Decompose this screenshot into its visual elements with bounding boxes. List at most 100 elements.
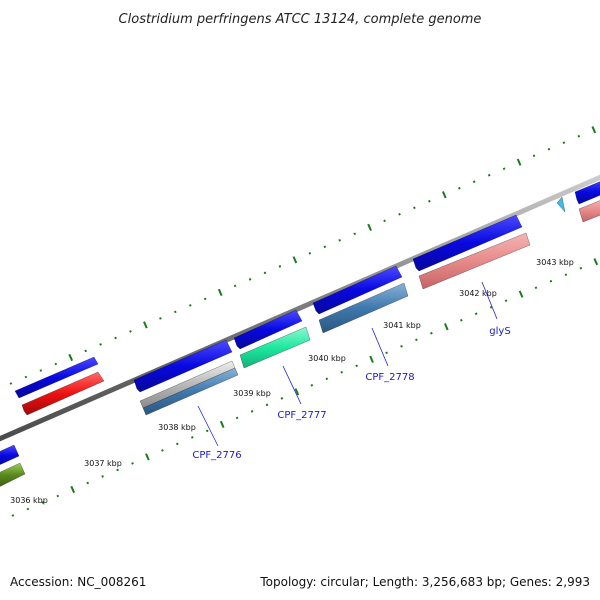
label-leader-line <box>481 281 498 320</box>
steel-gene-feature[interactable] <box>318 282 409 334</box>
minor-tick <box>203 297 207 301</box>
ruler-label-3037: 3037 kbp <box>84 459 122 468</box>
major-tick <box>593 258 599 266</box>
outer-tick-ring <box>9 126 597 385</box>
minor-tick <box>562 141 566 145</box>
label-leader-line <box>197 405 219 447</box>
forward-cds-arrow[interactable] <box>412 214 523 272</box>
ruler-label-3043: 3043 kbp <box>536 258 574 267</box>
minor-tick <box>353 232 357 236</box>
minor-tick <box>340 370 344 374</box>
minor-tick <box>188 304 192 307</box>
gene-label-glys[interactable]: glyS <box>489 326 510 337</box>
major-tick <box>292 256 298 264</box>
minor-tick <box>84 349 88 353</box>
minor-tick <box>86 481 90 485</box>
minor-tick <box>278 265 282 268</box>
cyan-gene-feature[interactable] <box>239 326 311 369</box>
minor-tick <box>400 344 403 348</box>
map-title: Clostridium perfringens ATCC 13124, comp… <box>119 12 482 27</box>
major-tick <box>591 126 597 134</box>
minor-tick <box>532 154 536 158</box>
ruler-label-3042: 3042 kbp <box>459 289 497 298</box>
inner-tick-ring <box>11 258 599 517</box>
minor-tick <box>534 286 538 290</box>
minor-tick <box>175 442 179 446</box>
major-tick <box>518 290 524 298</box>
major-tick <box>145 453 150 461</box>
minor-tick <box>502 167 506 171</box>
minor-tick <box>41 501 45 504</box>
major-tick <box>443 323 449 331</box>
minor-tick <box>457 186 461 190</box>
minor-tick <box>415 338 418 342</box>
feature-color-track <box>0 196 600 487</box>
forward-cds-arrow[interactable] <box>574 180 600 205</box>
minor-tick <box>549 279 553 283</box>
forward-cds-arrow[interactable] <box>312 265 403 315</box>
major-tick <box>516 158 522 166</box>
minor-tick <box>338 238 342 242</box>
sky-gene-feature[interactable] <box>556 196 566 213</box>
forward-strand-track <box>0 180 600 466</box>
salmon-gene-feature[interactable] <box>418 232 531 290</box>
olive-gene-feature[interactable] <box>0 462 26 487</box>
minor-tick <box>472 180 476 184</box>
major-tick <box>219 420 225 429</box>
minor-tick <box>577 134 581 138</box>
major-tick <box>143 321 148 329</box>
minor-tick <box>250 410 254 413</box>
minor-tick <box>323 245 327 249</box>
minor-tick <box>385 351 388 355</box>
gene-label-cpf-2778[interactable]: CPF_2778 <box>365 372 414 383</box>
minor-tick <box>9 382 13 385</box>
minor-tick <box>99 343 102 346</box>
minor-tick <box>489 305 493 309</box>
accession-text: Accession: NC_008261 <box>10 575 146 589</box>
ruler-label-3038: 3038 kbp <box>158 423 196 432</box>
minor-tick <box>547 147 551 151</box>
minor-tick <box>413 206 416 210</box>
gene-label-cpf-2777[interactable]: CPF_2777 <box>277 410 326 421</box>
minor-tick <box>579 266 583 270</box>
forward-cds-arrow[interactable] <box>233 309 303 350</box>
minor-tick <box>24 375 28 379</box>
minor-tick <box>101 475 104 478</box>
ruler-label-3036: 3036 kbp <box>10 496 48 505</box>
minor-tick <box>308 251 312 255</box>
minor-tick <box>131 462 134 465</box>
minor-tick <box>26 507 30 511</box>
ruler-label-3041: 3041 kbp <box>383 321 421 330</box>
minor-tick <box>114 336 117 340</box>
minor-tick <box>159 317 162 320</box>
forward-cds-arrow[interactable] <box>133 339 233 393</box>
major-tick <box>369 355 374 363</box>
minor-tick <box>11 514 15 517</box>
minor-tick <box>161 449 164 452</box>
forward-cds-arrow[interactable] <box>0 444 20 466</box>
major-tick <box>294 388 300 396</box>
minor-tick <box>116 468 119 472</box>
label-leader-line <box>282 365 302 405</box>
minor-tick <box>310 383 314 387</box>
minor-tick <box>173 310 177 314</box>
salmon-gene-feature[interactable] <box>578 199 600 223</box>
minor-tick <box>487 173 491 177</box>
major-tick <box>367 223 372 231</box>
minor-tick <box>383 219 386 223</box>
red-gene-feature[interactable] <box>21 371 105 416</box>
steel-gene-feature[interactable] <box>142 367 239 416</box>
minor-tick <box>355 364 359 368</box>
major-tick <box>441 191 447 199</box>
minor-tick <box>54 362 58 366</box>
major-tick <box>217 288 223 297</box>
label-leader-line <box>371 327 389 367</box>
gene-label-cpf-2776[interactable]: CPF_2776 <box>192 450 241 461</box>
minor-tick <box>235 416 239 420</box>
forward-cds-arrow[interactable] <box>14 356 99 399</box>
minor-tick <box>56 494 60 498</box>
minor-tick <box>205 429 209 433</box>
minor-tick <box>248 278 252 281</box>
minor-tick <box>564 273 568 277</box>
